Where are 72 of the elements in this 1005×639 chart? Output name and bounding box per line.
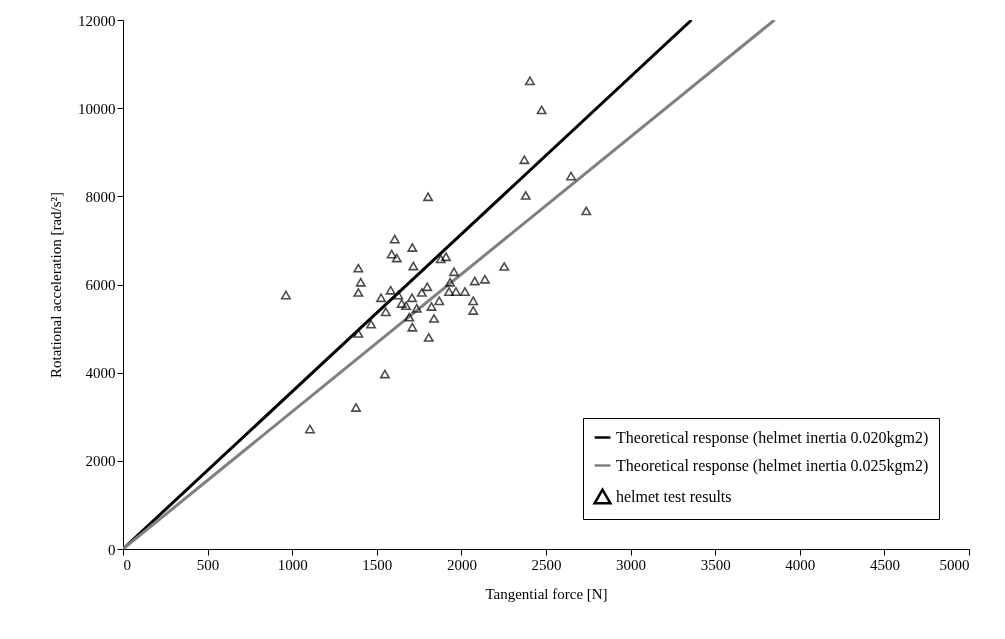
point: [404, 312, 415, 322]
y-tick-label: 6000: [85, 277, 116, 293]
x-tick-label: 1000: [277, 556, 308, 573]
point: [376, 293, 387, 303]
point: [445, 277, 456, 287]
point: [351, 403, 361, 412]
y-tick-label: 0: [108, 541, 116, 558]
point: [411, 303, 422, 313]
point: [407, 322, 418, 332]
x-tick-label: 3000: [616, 556, 647, 573]
point: [407, 293, 417, 303]
point: [566, 171, 577, 181]
x-tick-label: 3500: [700, 556, 731, 573]
point: [396, 299, 407, 308]
legend-label: helmet test results: [616, 487, 732, 505]
point: [304, 424, 315, 434]
y-tick-label: 10000: [78, 100, 116, 117]
point: [468, 306, 479, 315]
x-tick-label: 4500: [869, 556, 900, 573]
point: [520, 191, 531, 200]
point: [353, 288, 364, 297]
point: [379, 369, 390, 379]
point: [536, 105, 547, 115]
y-tick-label: 12000: [78, 12, 116, 29]
y-tick-label: 8000: [85, 188, 116, 205]
x-tick-label: 5000: [939, 556, 970, 573]
point: [366, 319, 377, 329]
point: [408, 261, 419, 271]
y-tick-label: 2000: [85, 453, 116, 470]
point: [581, 206, 592, 216]
point: [459, 287, 470, 296]
x-tick-label: 1500: [362, 556, 393, 573]
point: [444, 287, 455, 296]
y-tick-label: 4000: [85, 365, 116, 382]
point: [401, 301, 412, 311]
point: [426, 302, 437, 311]
point: [524, 76, 535, 86]
point: [280, 290, 291, 300]
point: [519, 155, 530, 165]
x-tick-label: 500: [196, 556, 220, 573]
point: [429, 314, 439, 323]
point: [468, 296, 479, 306]
point: [499, 262, 510, 271]
x-tick-label: 2500: [531, 556, 562, 573]
point: [451, 287, 461, 296]
y-axis-title: Rotational acceleration [rad/s²]: [48, 191, 64, 379]
point: [380, 307, 391, 317]
point: [391, 253, 402, 263]
legend-label: Theoretical response (helmet inertia 0.025kgm2): [616, 456, 929, 475]
x-tick-label: 0: [123, 556, 131, 573]
point: [423, 332, 434, 342]
point: [353, 329, 364, 338]
point: [393, 290, 404, 300]
x-tick-label: 2000: [446, 556, 477, 573]
point: [441, 252, 451, 262]
legend-label: Theoretical response (helmet inertia 0.020kgm2): [616, 428, 929, 447]
point: [416, 288, 427, 297]
point: [385, 285, 396, 295]
point: [469, 276, 480, 286]
point: [422, 282, 433, 292]
point: [434, 296, 445, 306]
point: [479, 274, 490, 284]
point: [386, 249, 397, 259]
point: [355, 277, 366, 287]
point: [389, 234, 400, 244]
point: [353, 263, 364, 273]
point: [423, 192, 434, 202]
point: [435, 254, 446, 264]
point: [407, 243, 418, 252]
x-axis-title: Tangential force [N]: [485, 585, 608, 602]
point: [448, 267, 459, 277]
x-tick-label: 4000: [785, 556, 816, 573]
